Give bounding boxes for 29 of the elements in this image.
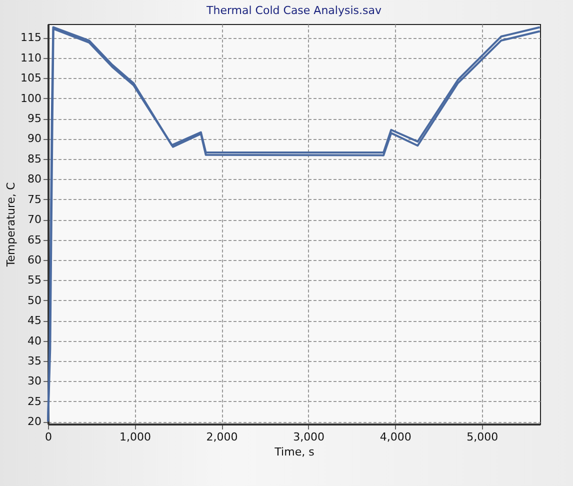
x-axis-title: Time, s bbox=[274, 446, 315, 458]
y-axis-title: Temperature, C bbox=[4, 182, 18, 268]
y-tick-label: 60 bbox=[28, 253, 42, 266]
y-tick-label: 110 bbox=[20, 51, 42, 64]
x-tick-label: 0 bbox=[45, 430, 52, 444]
y-tick-label: 70 bbox=[28, 213, 42, 226]
y-tick-label: 20 bbox=[28, 415, 42, 428]
x-tick-label: 5,000 bbox=[466, 430, 498, 444]
y-tick-label: 35 bbox=[28, 354, 42, 368]
y-tick-label: 75 bbox=[28, 192, 42, 206]
y-tick-label: 95 bbox=[28, 112, 42, 126]
y-tick-label: 90 bbox=[28, 132, 42, 146]
y-tick-label: 115 bbox=[20, 31, 42, 44]
y-tick-label: 100 bbox=[20, 92, 42, 105]
x-tick-label: 3,000 bbox=[293, 430, 325, 444]
y-tick-label: 50 bbox=[28, 294, 42, 307]
y-tick-label: 25 bbox=[28, 394, 42, 408]
x-tick-label: 2,000 bbox=[206, 430, 238, 444]
y-tick-label: 85 bbox=[28, 152, 42, 166]
chart-title: Thermal Cold Case Analysis.sav bbox=[206, 4, 382, 17]
y-tick-label: 45 bbox=[28, 314, 42, 328]
x-tick-label: 4,000 bbox=[380, 430, 412, 444]
y-tick-label: 105 bbox=[20, 72, 42, 85]
y-tick-label: 80 bbox=[28, 172, 42, 186]
y-tick-label: 40 bbox=[28, 334, 42, 348]
x-tick-label: 1,000 bbox=[120, 430, 152, 444]
y-tick-label: 65 bbox=[28, 233, 42, 246]
y-tick-label: 55 bbox=[28, 274, 42, 287]
y-tick-label: 30 bbox=[28, 374, 42, 388]
